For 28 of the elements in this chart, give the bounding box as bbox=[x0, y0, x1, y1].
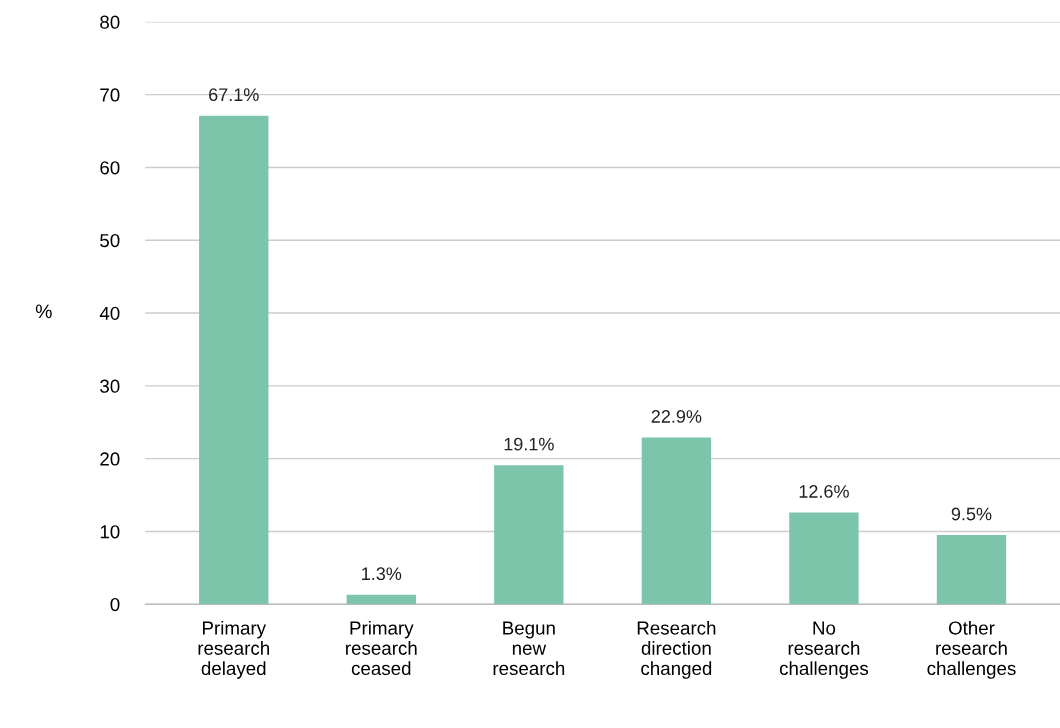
bar bbox=[789, 512, 859, 605]
y-tick-label: 20 bbox=[100, 452, 120, 466]
x-tick-label: Research direction changed bbox=[637, 620, 716, 679]
y-tick-label: 10 bbox=[100, 525, 120, 539]
data-label: 12.6% bbox=[799, 485, 849, 498]
x-tick-label: Begun new research bbox=[493, 621, 565, 676]
y-tick-label: 70 bbox=[100, 88, 120, 102]
bar bbox=[199, 115, 269, 605]
y-tick-label: 0 bbox=[110, 597, 120, 612]
data-label: 9.5% bbox=[951, 507, 992, 521]
y-tick-label: 50 bbox=[100, 233, 120, 248]
x-tick-label: Primary research delayed bbox=[198, 620, 270, 679]
bar bbox=[346, 594, 416, 605]
data-label: 19.1% bbox=[504, 437, 554, 451]
x-tick-label: No research challenges bbox=[779, 621, 869, 679]
x-tick-label: Primary research ceased bbox=[346, 620, 417, 676]
y-tick-label: 30 bbox=[100, 379, 120, 393]
y-tick-label: 60 bbox=[100, 161, 120, 175]
y-tick-label: 40 bbox=[99, 306, 120, 321]
bar bbox=[936, 535, 1007, 605]
x-tick-label: Other research challenges bbox=[927, 620, 1016, 679]
bar bbox=[641, 437, 712, 605]
data-label: 1.3% bbox=[362, 567, 402, 581]
data-label: 67.1% bbox=[209, 88, 259, 102]
y-tick-label: 80 bbox=[100, 15, 120, 29]
bar bbox=[494, 465, 564, 605]
y-axis-title: % bbox=[35, 304, 52, 319]
data-label: 22.9% bbox=[651, 410, 702, 423]
